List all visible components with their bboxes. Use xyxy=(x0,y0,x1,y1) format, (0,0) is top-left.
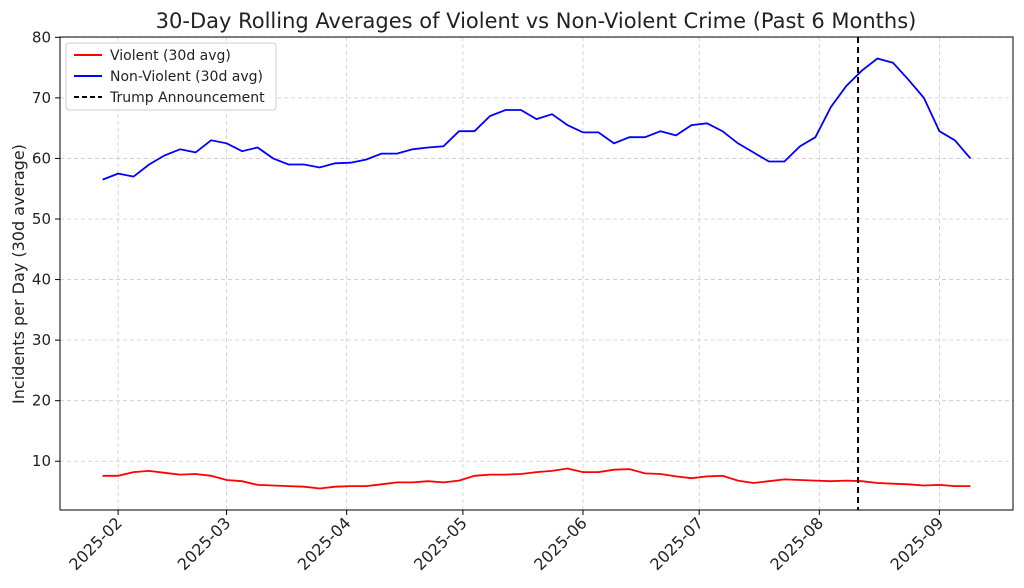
chart-title: 30-Day Rolling Averages of Violent vs No… xyxy=(156,9,917,33)
y-tick-label: 50 xyxy=(32,210,51,228)
legend-label: Trump Announcement xyxy=(109,90,265,106)
legend: Violent (30d avg) Non-Violent (30d avg) Tr… xyxy=(65,42,277,111)
plot-frame xyxy=(59,36,1014,511)
data-line xyxy=(102,57,972,181)
x-tick-label: 2025-09 xyxy=(887,513,948,574)
y-tick-label: 40 xyxy=(32,271,51,289)
x-tick-label: 2025-07 xyxy=(646,513,707,574)
x-tick-label: 2025-04 xyxy=(294,513,355,574)
x-tick-label: 2025-08 xyxy=(766,513,827,574)
x-tick-label: 2025-06 xyxy=(530,513,591,574)
legend-box xyxy=(65,42,277,111)
y-tick-label: 30 xyxy=(32,331,51,349)
y-tick-label: 60 xyxy=(32,149,51,167)
y-tick-label: 10 xyxy=(32,452,51,470)
legend-label: Violent (30d avg) xyxy=(110,48,231,64)
y-tick-label: 80 xyxy=(32,28,51,46)
y-axis-label: Incidents per Day (30d average) xyxy=(9,144,28,404)
y-tick-label: 70 xyxy=(32,89,51,107)
y-tick-label: 20 xyxy=(32,392,51,410)
x-tick-label: 2025-03 xyxy=(174,513,235,574)
x-tick-label: 2025-05 xyxy=(410,513,471,574)
data-line xyxy=(102,467,971,490)
x-tick-label: 2025-02 xyxy=(65,513,126,574)
legend-label: Non-Violent (30d avg) xyxy=(110,69,263,85)
